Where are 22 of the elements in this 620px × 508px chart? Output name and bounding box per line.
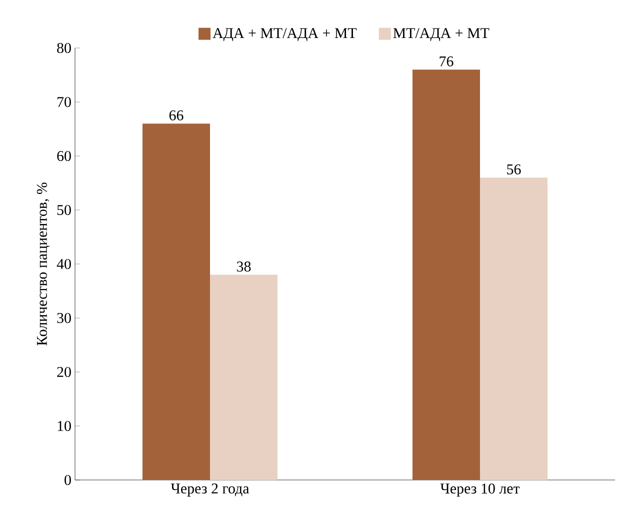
y-axis-title: Количество пациентов, % (36, 182, 50, 346)
data-label: 76 (440, 56, 454, 66)
y-tick-label: 70 (58, 96, 71, 108)
y-tick-label: 10 (58, 420, 71, 432)
data-label: 56 (507, 164, 521, 174)
legend-label: АДА + МТ/АДА + МТ (212, 28, 357, 42)
bar (142, 124, 210, 480)
y-tick-label: 0 (64, 474, 71, 486)
legend-label: МТ/АДА + МТ (393, 28, 490, 42)
x-tick-label: Через 2 года (170, 484, 250, 497)
bar (412, 70, 480, 480)
data-label: 66 (169, 110, 184, 120)
y-tick-label: 30 (57, 312, 71, 324)
bar (210, 274, 278, 480)
bar (480, 178, 548, 480)
y-tick-label: 20 (57, 366, 71, 378)
y-tick-label: 50 (57, 204, 71, 216)
y-tick-label: 60 (57, 150, 71, 162)
y-tick-label: 40 (56, 258, 71, 270)
data-label: 38 (237, 262, 251, 272)
y-tick-label: 80 (57, 42, 71, 54)
x-tick-label: Через 10 лет (440, 484, 520, 497)
